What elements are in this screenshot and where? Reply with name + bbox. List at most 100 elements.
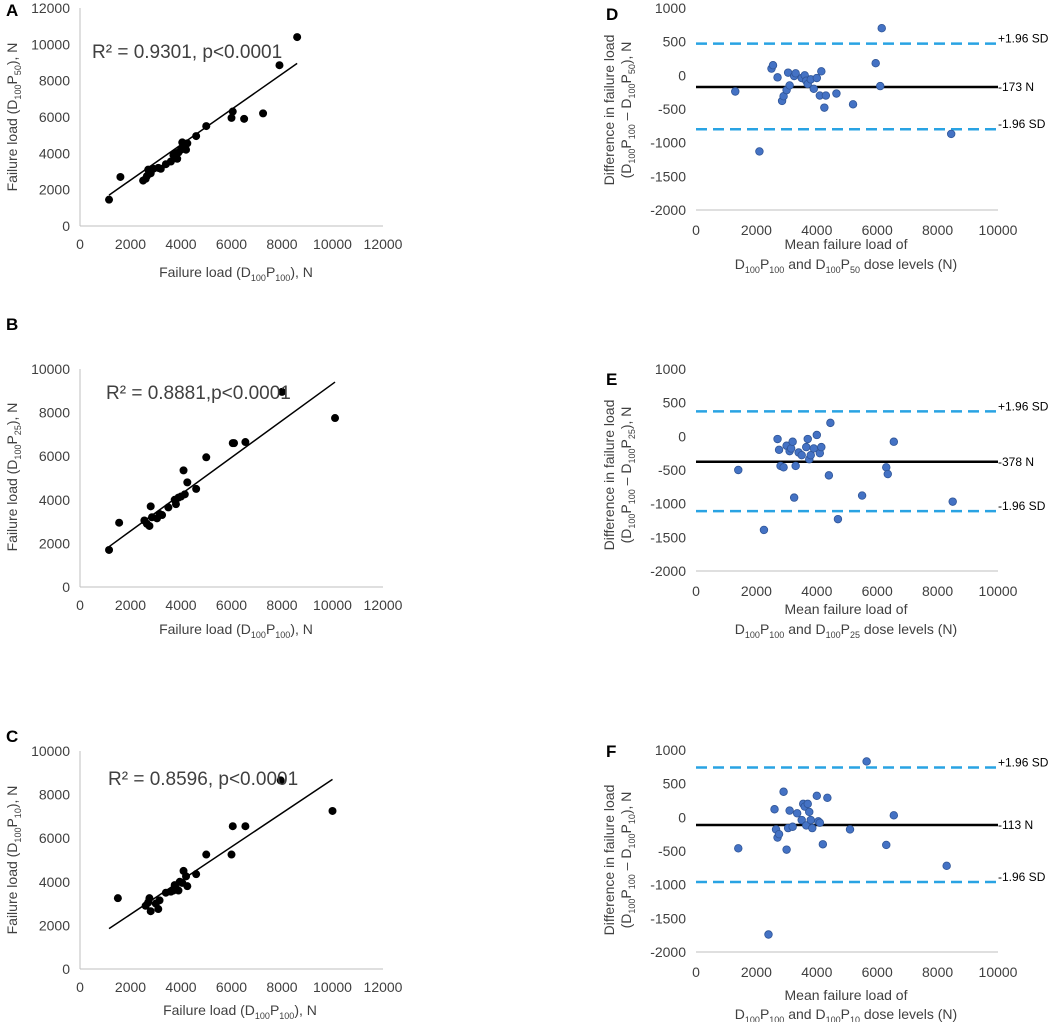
- x-tick-label: 12000: [364, 597, 403, 613]
- data-point: [789, 493, 799, 502]
- data-point: [812, 73, 821, 83]
- x-tick-label: 10000: [313, 236, 352, 252]
- data-point: [774, 445, 784, 454]
- data-point: [278, 387, 286, 396]
- data-point: [770, 805, 779, 814]
- data-point: [227, 113, 236, 122]
- y-tick-label: 4000: [39, 145, 70, 161]
- y-tick-label: -2000: [650, 563, 686, 579]
- data-point: [803, 434, 812, 444]
- regression-annotation: R² = 0.8881,p<0.0001: [106, 383, 291, 404]
- y-tick-label: 500: [663, 776, 687, 792]
- data-point: [331, 414, 340, 423]
- data-point: [808, 823, 817, 833]
- data-point: [946, 129, 956, 139]
- data-point: [862, 757, 871, 766]
- panel-letter-b: B: [6, 315, 18, 334]
- data-point: [871, 59, 880, 68]
- data-point: [768, 61, 778, 70]
- y-tick-label: -500: [658, 843, 686, 859]
- x-tick-label: 8000: [266, 979, 297, 995]
- data-point: [877, 24, 886, 33]
- data-point: [788, 437, 797, 446]
- y-tick-label: 8000: [39, 405, 70, 421]
- data-point: [823, 793, 832, 803]
- y-tick-label: 10000: [31, 743, 70, 759]
- data-point: [812, 791, 821, 800]
- data-point: [815, 818, 825, 827]
- y-axis-label: Failure load (D100P10), N: [4, 786, 23, 935]
- lower-limit-label: -1.96 SD: [998, 117, 1046, 131]
- y-tick-label: -1000: [650, 877, 686, 893]
- data-point: [806, 815, 815, 825]
- x-tick-label: 0: [76, 979, 84, 995]
- data-point: [731, 87, 740, 96]
- data-point: [824, 471, 834, 480]
- x-tick-label: 8000: [266, 236, 297, 252]
- x-tick-label: 4000: [165, 979, 196, 995]
- y-tick-label: 10000: [31, 36, 70, 52]
- x-tick-label: 0: [76, 597, 84, 613]
- y-tick-label: 2000: [39, 917, 70, 933]
- panel-d-bland-altman: 0 2000 4000 6000 8000 10000 1000 500 0 -500 -1000 -…: [601, 0, 1048, 275]
- y-tick-label: 6000: [39, 109, 70, 125]
- data-point: [228, 107, 237, 116]
- y-tick-label: 500: [663, 34, 687, 50]
- y-tick-label: -1000: [650, 135, 686, 151]
- data-point: [275, 61, 284, 70]
- data-point: [105, 545, 114, 554]
- y-tick-label: 10000: [31, 361, 70, 377]
- x-axis-label-line1: Mean failure load of: [785, 601, 908, 617]
- data-point: [146, 907, 155, 916]
- y-tick-label: 0: [62, 579, 70, 595]
- x-tick-label: 6000: [862, 964, 893, 980]
- data-point: [889, 437, 899, 446]
- data-point: [948, 497, 957, 506]
- y-tick-label: 0: [678, 809, 686, 825]
- x-axis-label: Failure load (D100P100), N: [159, 264, 313, 283]
- data-point: [786, 444, 796, 453]
- data-point: [779, 787, 788, 796]
- y-tick-label: 1000: [655, 361, 686, 377]
- x-tick-label: 4000: [801, 222, 832, 238]
- y-axis-label-line1: Difference in failure load: [601, 35, 617, 186]
- x-tick-label: 8000: [922, 964, 953, 980]
- x-tick-label: 6000: [216, 979, 247, 995]
- data-point: [882, 463, 891, 472]
- x-axis-label-line1: Mean failure load of: [785, 236, 908, 252]
- data-point: [785, 81, 794, 90]
- data-point: [845, 825, 855, 834]
- x-tick-label: 6000: [862, 583, 893, 599]
- data-point: [782, 845, 791, 854]
- data-point: [183, 882, 192, 891]
- data-point: [882, 840, 891, 850]
- lower-limit-label: -1.96 SD: [998, 499, 1046, 513]
- data-point: [833, 514, 843, 524]
- upper-limit-label: +1.96 SD: [998, 399, 1048, 413]
- panel-c-scatter: 0 2000 4000 6000 8000 10000 12000 0 2000 4000 6000…: [4, 727, 403, 1021]
- data-point: [158, 511, 167, 520]
- x-tick-label: 0: [76, 236, 84, 252]
- panel-letter-f: F: [606, 742, 616, 761]
- data-point: [817, 442, 826, 452]
- data-point: [759, 525, 769, 535]
- data-point: [192, 132, 201, 141]
- mean-difference-label: -113 N: [998, 818, 1033, 832]
- x-tick-label: 10000: [313, 979, 352, 995]
- data-point: [857, 491, 867, 500]
- data-point: [105, 195, 114, 204]
- data-point: [942, 861, 951, 871]
- data-point: [241, 438, 250, 447]
- y-tick-label: -500: [658, 101, 686, 117]
- x-tick-label: 10000: [979, 222, 1018, 238]
- lower-limit-label: -1.96 SD: [998, 870, 1046, 884]
- data-point: [202, 850, 211, 859]
- data-point: [805, 807, 814, 817]
- x-tick-label: 12000: [364, 979, 403, 995]
- x-tick-label: 0: [692, 222, 700, 238]
- data-point: [164, 503, 173, 512]
- panel-letter-e: E: [606, 370, 617, 389]
- data-point: [876, 81, 885, 91]
- x-tick-label: 10000: [979, 583, 1018, 599]
